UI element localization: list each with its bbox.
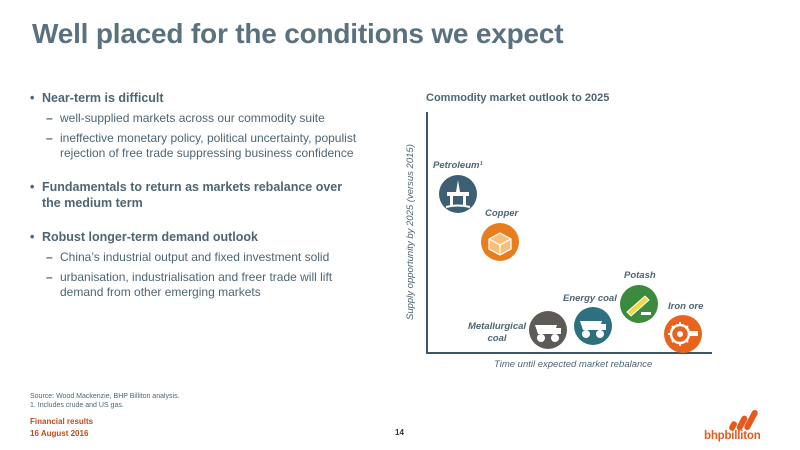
logo-text: bhpbilliton xyxy=(704,430,761,442)
footer: Financial results 16 August 2016 xyxy=(30,416,93,440)
reclaimer-wheel-icon xyxy=(664,315,702,353)
x-axis-label: Time until expected market rebalance xyxy=(494,359,653,370)
conveyor-icon xyxy=(620,285,658,323)
sub-bullet: – ineffective monetary policy, political … xyxy=(46,131,357,160)
bullet-demand-outlook: Robust longer-term demand outlook xyxy=(30,229,360,245)
label-metallurgical-coal: Metallurgical coal xyxy=(467,321,527,344)
label-copper: Copper xyxy=(485,208,519,219)
label-energy-coal: Energy coal xyxy=(563,293,617,304)
bhp-logo-icon xyxy=(729,409,758,431)
oil-rig-icon xyxy=(439,175,477,213)
footer-date: 16 August 2016 xyxy=(30,429,89,438)
slide-title: Well placed for the conditions we expect xyxy=(32,18,564,49)
haul-truck-icon xyxy=(529,311,567,349)
bullet-list: Near-term is difficult –well-supplied ma… xyxy=(30,90,360,300)
label-iron-ore: Iron ore xyxy=(668,301,704,312)
haul-truck-icon xyxy=(574,307,612,345)
sub-bullet: – China’s industrial output and fixed inv… xyxy=(46,250,330,264)
y-axis-label: Supply opportunity by 2025 (versus 2015) xyxy=(405,144,416,320)
label-potash: Potash xyxy=(624,270,656,281)
bullet-fundamentals: Fundamentals to return as markets rebala… xyxy=(30,179,360,211)
copper-bars-icon xyxy=(481,223,519,261)
bullet-near-term: Near-term is difficult xyxy=(30,90,360,106)
sub-bullet: – well-supplied markets across our commod… xyxy=(46,111,325,125)
label-petroleum: Petroleum¹ xyxy=(433,160,483,171)
footer-title: Financial results xyxy=(30,417,94,426)
page-number: 14 xyxy=(395,428,404,437)
sub-bullet: – urbanisation, industrialisation and fre… xyxy=(46,270,333,299)
source-note: Source: Wood Mackenzie, BHP Billiton ana… xyxy=(30,393,180,409)
chart-title: Commodity market outlook to 2025 xyxy=(426,92,610,104)
